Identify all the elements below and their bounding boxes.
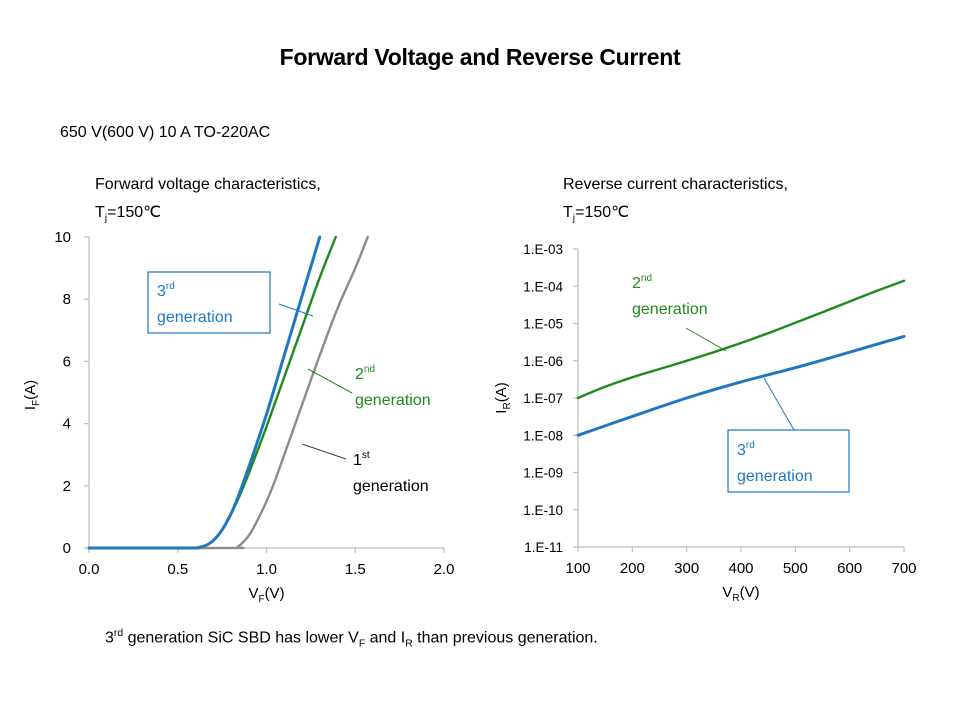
annotation-text-gen1: generation [353, 478, 429, 495]
y-axis-label-sub: R [502, 402, 513, 409]
y-axis-label-unit: (A) [493, 382, 510, 402]
annotation-leader-gen3 [763, 377, 795, 431]
y-tick-label: 1.E-09 [523, 466, 563, 481]
temp-symbol: T [563, 204, 573, 221]
y-tick-label: 4 [63, 416, 71, 433]
x-axis-label: VF(V) [248, 585, 284, 605]
annotation-num: 3 [737, 442, 746, 459]
annotation-leader-gen3 [278, 303, 314, 317]
annotation-leader-gen1 [301, 443, 347, 460]
x-tick-label: 500 [783, 560, 808, 577]
y-tick-label: 1.E-05 [523, 317, 563, 332]
annotation-label-gen3: 3rd [157, 281, 175, 300]
y-tick-label: 6 [63, 353, 71, 370]
y-axis-label: IF(A) [22, 380, 42, 410]
temp-value: =150℃ [107, 204, 162, 221]
y-tick-label: 2 [63, 478, 71, 495]
x-axis-label: VR(V) [722, 584, 759, 604]
temp-value: =150℃ [575, 204, 630, 221]
series-line-gen3 [576, 334, 906, 437]
forward-chart-heading: Forward voltage characteristics, Tj=150℃ [95, 171, 321, 233]
y-tick-label: 1.E-03 [523, 242, 563, 257]
x-tick-label: 700 [891, 560, 916, 577]
x-tick-label: 1.5 [345, 561, 366, 578]
annotation-sup: st [362, 450, 370, 461]
footer-num: 3 [105, 629, 114, 647]
annotation-text-gen3: generation [157, 309, 233, 326]
x-tick-label: 0.5 [167, 561, 188, 578]
x-tick-label: 200 [620, 560, 645, 577]
reverse-chart-heading-line1: Reverse current characteristics, [563, 176, 788, 193]
x-tick-label: 400 [728, 560, 753, 577]
reverse-chart-temperature: Tj=150℃ [563, 199, 788, 233]
x-tick-label: 2.0 [434, 561, 455, 578]
y-axis-label-unit: (A) [22, 380, 39, 400]
y-axis-label-main: I [22, 406, 39, 410]
forward-voltage-chart: 0.0 0.5 1.0 1.5 2.00246810VF(V)IF(A)3rdgener… [22, 229, 454, 605]
annotation-num: 2 [632, 275, 641, 292]
annotation-label-gen2: 2nd [632, 273, 652, 292]
x-tick-label: 1.0 [256, 561, 277, 578]
x-axis-label-main: V [248, 585, 258, 602]
annotation-sup: rd [166, 281, 175, 292]
annotation-leader-gen2 [307, 368, 353, 394]
device-spec: 650 V(600 V) 10 A TO-220AC [60, 124, 271, 141]
temp-subscript: j [572, 213, 576, 225]
annotation-label-gen1: 1st [353, 450, 370, 469]
forward-chart-heading-line1: Forward voltage characteristics, [95, 176, 321, 193]
y-tick-label: 0 [63, 540, 71, 557]
forward-chart-temperature: Tj=150℃ [95, 199, 321, 233]
annotation-text-gen2: generation [632, 301, 708, 318]
y-tick-label: 1.E-11 [524, 540, 563, 555]
y-tick-label: 1.E-06 [523, 354, 563, 369]
y-tick-label: 10 [54, 229, 71, 246]
page-title: Forward Voltage and Reverse Current [279, 44, 681, 70]
y-tick-label: 1.E-04 [523, 279, 563, 294]
annotation-text-gen3: generation [737, 468, 813, 485]
annotation-box-gen3 [147, 271, 271, 334]
x-tick-label: 100 [565, 560, 590, 577]
annotation-num: 1 [353, 452, 362, 469]
x-tick-label: 0.0 [79, 561, 100, 578]
footer-text3: than previous generation. [412, 629, 598, 647]
footer-sub1: F [358, 638, 366, 650]
annotation-label-gen2: 2nd [355, 364, 375, 383]
x-axis-label-sub: R [732, 593, 739, 604]
y-axis-label-sub: F [31, 400, 42, 406]
x-tick-label: 300 [674, 560, 699, 577]
y-axis-label-main: I [493, 410, 510, 414]
y-tick-label: 1.E-08 [523, 428, 563, 443]
x-axis-label-main: V [722, 584, 732, 601]
annotation-leader-gen2 [685, 327, 727, 352]
series-line-gen1 [87, 235, 369, 550]
annotation-box-gen3 [727, 429, 850, 493]
footer-sup: rd [113, 628, 124, 639]
y-tick-label: 1.E-07 [523, 391, 563, 406]
temp-symbol: T [95, 204, 105, 221]
series-line-gen3 [87, 235, 322, 550]
y-axis-label: IR(A) [493, 382, 513, 413]
y-tick-label: 1.E-10 [523, 503, 563, 518]
conclusion-text: 3rd generation SiC SBD has lower VF and … [105, 628, 598, 650]
series-line-gen2 [576, 279, 906, 400]
reverse-current-chart: 100 200 300 400 500 600 700 1.E-03 1.E-04 1.E-05 1… [493, 242, 917, 604]
y-tick-label: 8 [63, 291, 71, 308]
annotation-sup: nd [641, 273, 652, 284]
annotation-num: 3 [157, 283, 166, 300]
x-axis-label-unit: (V) [265, 585, 285, 602]
footer-sub2: R [405, 638, 413, 650]
annotation-sup: rd [746, 440, 755, 451]
x-axis-label-sub: F [258, 594, 264, 605]
footer-text1: generation SiC SBD has lower V [123, 629, 359, 647]
annotation-num: 2 [355, 366, 364, 383]
x-tick-label: 600 [837, 560, 862, 577]
annotation-label-gen3: 3rd [737, 440, 755, 459]
footer-text2: and I [365, 629, 406, 647]
x-axis-label-unit: (V) [740, 584, 760, 601]
reverse-chart-heading: Reverse current characteristics, Tj=150℃ [563, 171, 788, 233]
annotation-sup: nd [364, 364, 375, 375]
annotation-text-gen2: generation [355, 392, 431, 409]
temp-subscript: j [104, 213, 108, 225]
